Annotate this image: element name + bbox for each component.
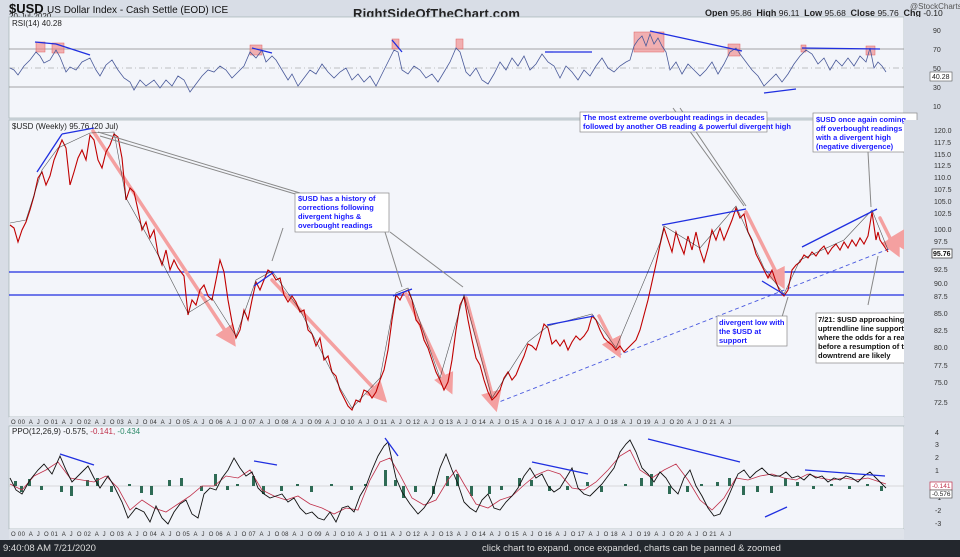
- svg-text:O 00 A J O 01 A J O 02: O 00 A J O 01 A J O 02 A J O 03 A J O 04…: [11, 420, 732, 426]
- x-axis-bottom: O 00 A J O 01 A J O 02 A J O 03 A J O 04…: [9, 529, 904, 539]
- svg-text:115.0: 115.0: [934, 152, 951, 159]
- svg-text:-3: -3: [935, 521, 941, 528]
- svg-text:the $USD at: the $USD at: [719, 327, 762, 336]
- rsi-value-tag: 40.28: [932, 74, 950, 81]
- high-label: High: [756, 8, 777, 18]
- svg-text:105.0: 105.0: [934, 199, 952, 206]
- ppo-line: [9, 439, 887, 525]
- svg-text:with a divergent high: with a divergent high: [815, 133, 891, 142]
- open-label: Open: [705, 8, 729, 18]
- svg-text:70: 70: [933, 47, 941, 54]
- symbol-name: US Dollar Index - Cash Settle (EOD) ICE: [47, 5, 229, 16]
- svg-text:-2: -2: [935, 508, 941, 515]
- annotation-extreme-overbought: The most extreme overbought readings in …: [579, 111, 791, 133]
- expand-hint[interactable]: click chart to expand. once expanded, ch…: [482, 543, 781, 554]
- high-value: 96.11: [778, 8, 800, 18]
- ppo-y-axis: 4 3 2 1 -1 -2 -3: [935, 430, 941, 528]
- chg-label: Chg: [903, 8, 921, 18]
- ppo-divergence-lines: [59, 437, 886, 518]
- svg-text:where the odds for a reaction: where the odds for a reaction: [817, 333, 923, 342]
- price-value-tag: 95.76: [933, 251, 951, 258]
- svg-text:-1: -1: [935, 495, 941, 502]
- svg-text:$USD has a history of: $USD has a history of: [298, 194, 376, 203]
- rsi-y-axis: 90 70 50 30 10: [933, 28, 941, 111]
- svg-text:85.0: 85.0: [934, 311, 948, 318]
- svg-text:72.5: 72.5: [934, 400, 948, 407]
- svg-text:(negative divergence): (negative divergence): [816, 142, 894, 151]
- rsi-divergence-lines: [34, 30, 881, 94]
- svg-text:divergent low with: divergent low with: [719, 318, 785, 327]
- svg-text:uptrendline line support: uptrendline line support: [818, 324, 904, 333]
- svg-text:downtrend are likely: downtrend are likely: [818, 351, 891, 360]
- svg-text:divergent highs &: divergent highs &: [298, 212, 362, 221]
- svg-text:90.0: 90.0: [934, 281, 948, 288]
- x-axis-middle: O 00 A J O 01 A J O 02 A J O 03 A J O 04…: [9, 417, 904, 426]
- price-divergence-lines: [36, 127, 878, 326]
- uptrend-line: [493, 242, 905, 405]
- svg-text:82.5: 82.5: [934, 328, 948, 335]
- svg-text:7/21: $USD approaching: 7/21: $USD approaching: [818, 315, 905, 324]
- svg-text:30: 30: [933, 85, 941, 92]
- svg-text:corrections following: corrections following: [298, 203, 374, 212]
- svg-text:110.0: 110.0: [934, 175, 951, 182]
- svg-text:3: 3: [935, 442, 939, 449]
- close-label: Close: [850, 8, 876, 18]
- svg-text:77.5: 77.5: [934, 363, 948, 370]
- annotation-once-again: $USD once again coming off overbought re…: [812, 112, 918, 153]
- rsi-label: RSI(14) 40.28: [12, 19, 62, 28]
- svg-text:120.0: 120.0: [934, 128, 952, 135]
- svg-text:overbought readings: overbought readings: [298, 221, 373, 230]
- svg-text:117.5: 117.5: [934, 140, 951, 147]
- svg-text:before a resumption of the: before a resumption of the: [818, 342, 913, 351]
- ppo-histogram: [14, 470, 883, 498]
- symbol: $USD: [9, 1, 44, 16]
- svg-text:support: support: [719, 336, 747, 345]
- status-bar: 9:40:08 AM 7/21/2020 click chart to expa…: [0, 540, 960, 557]
- svg-text:97.5: 97.5: [934, 239, 948, 246]
- price-label: $USD (Weekly) 95.76 (20 Jul): [12, 122, 118, 131]
- ppo-hist-tag: -0.576: [932, 491, 951, 498]
- symbol-title: $USD US Dollar Index - Cash Settle (EOD)…: [9, 1, 228, 16]
- svg-text:80.0: 80.0: [934, 345, 948, 352]
- svg-text:4: 4: [935, 430, 939, 437]
- svg-text:87.5: 87.5: [934, 294, 948, 301]
- ppo-signal-tag: -0.141: [932, 483, 951, 490]
- svg-text:$USD once again coming: $USD once again coming: [816, 115, 906, 124]
- svg-text:followed by another OB reading: followed by another OB reading & powerfu…: [583, 122, 791, 131]
- svg-text:102.5: 102.5: [934, 211, 952, 218]
- timestamp: 9:40:08 AM 7/21/2020: [3, 543, 96, 554]
- close-value: 95.76: [877, 8, 899, 18]
- svg-text:O 00 A J O 01 A J O 02: O 00 A J O 01 A J O 02 A J O 03 A J O 04…: [11, 532, 732, 538]
- svg-text:10: 10: [933, 104, 941, 111]
- low-value: 95.68: [824, 8, 846, 18]
- svg-text:The most extreme overbought re: The most extreme overbought readings in …: [583, 113, 765, 122]
- price-bars-overlay: [9, 131, 889, 409]
- svg-text:1: 1: [935, 468, 939, 475]
- ppo-label: PPO(12,26,9) -0.575, -0.141, -0.434: [12, 427, 141, 436]
- svg-text:107.5: 107.5: [934, 187, 952, 194]
- price-panel: $USD (Weekly) 95.76 (20 Jul): [8, 107, 960, 418]
- rsi-line: [9, 32, 887, 93]
- open-value: 95.86: [730, 8, 752, 18]
- copyright: @StockCharts.com: [910, 2, 960, 11]
- annotation-divergent-low: divergent low with the $USD at support: [716, 315, 788, 347]
- svg-text:92.5: 92.5: [934, 267, 948, 274]
- svg-text:100.0: 100.0: [934, 227, 952, 234]
- chart-date: 20-Jul-2020: [9, 12, 52, 21]
- ppo-signal-line: [9, 449, 887, 515]
- ppo-panel: PPO(12,26,9) -0.575, -0.141, -0.434: [8, 425, 960, 530]
- correction-arrows: [91, 129, 922, 413]
- svg-text:75.0: 75.0: [934, 380, 948, 387]
- price-y-axis: 120.0 117.5 115.0 112.5 110.0 107.5 105.…: [934, 128, 952, 407]
- svg-text:off overbought readings: off overbought readings: [816, 124, 902, 133]
- svg-text:50: 50: [933, 66, 941, 73]
- svg-text:112.5: 112.5: [934, 163, 951, 170]
- svg-text:2: 2: [935, 455, 939, 462]
- annotation-history: $USD has a history of corrections follow…: [294, 192, 390, 233]
- rsi-panel: RSI(14) 40.28 90 70 50 30 10 40: [8, 16, 960, 119]
- svg-text:90: 90: [933, 28, 941, 35]
- low-label: Low: [804, 8, 823, 18]
